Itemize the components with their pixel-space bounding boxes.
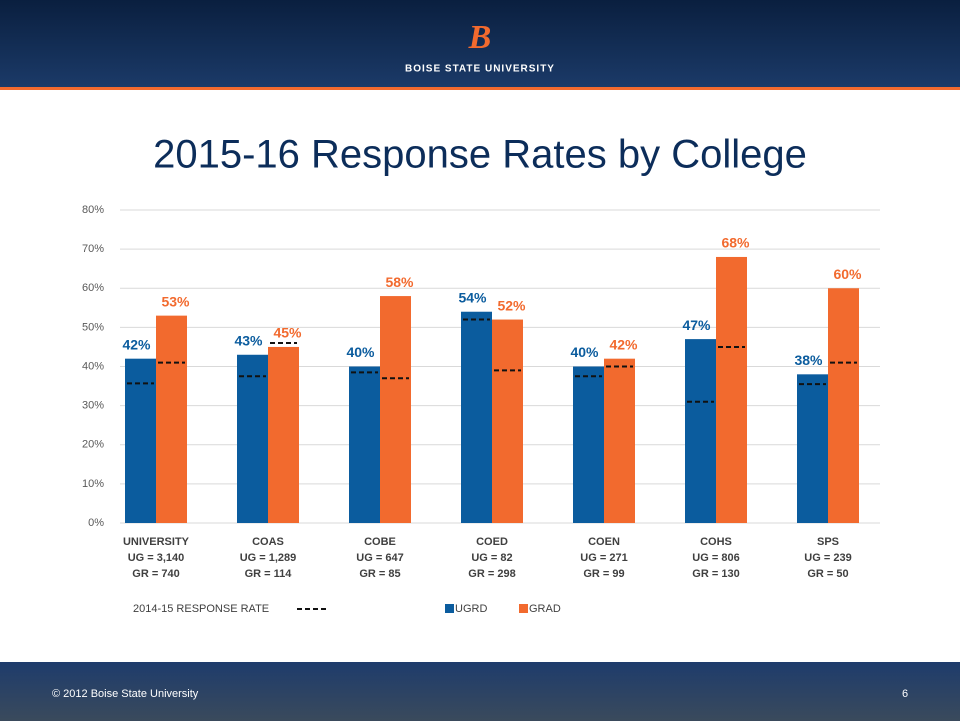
value-label: 54% xyxy=(458,289,487,305)
value-label: 43% xyxy=(234,332,263,348)
page-number: 6 xyxy=(902,688,908,700)
bar xyxy=(573,366,604,523)
x-tick-line: UG = 82 xyxy=(471,552,512,564)
y-tick-label: 50% xyxy=(82,321,104,333)
university-name: BOISE STATE UNIVERSITY xyxy=(405,64,555,75)
copyright: © 2012 Boise State University xyxy=(52,688,199,700)
value-label: 40% xyxy=(570,344,599,360)
value-label: 52% xyxy=(497,297,526,313)
x-tick-line: COEN xyxy=(588,536,620,548)
y-tick-label: 30% xyxy=(82,400,104,412)
y-tick-label: 0% xyxy=(88,517,104,529)
bar xyxy=(156,315,187,523)
legend-label: GRAD xyxy=(529,603,561,615)
chart-title: 2015-16 Response Rates by College xyxy=(153,133,807,177)
bar xyxy=(828,288,859,523)
x-tick-line: SPS xyxy=(817,536,839,548)
x-tick-line: UG = 239 xyxy=(804,552,851,564)
x-tick-line: GR = 740 xyxy=(132,568,179,580)
bar xyxy=(604,358,635,523)
value-label: 60% xyxy=(833,266,862,282)
x-tick-label: UNIVERSITY UG = 3,140 GR = 740 xyxy=(123,536,190,580)
logo: B xyxy=(468,19,492,56)
bar xyxy=(461,311,492,523)
plot: 0% 10% 20% 30% 40% 50% 60% 70% 80% UNIVERSITY UG =… xyxy=(82,204,880,615)
header-band xyxy=(0,0,960,87)
y-tick-label: 70% xyxy=(82,243,104,255)
x-tick-line: GR = 130 xyxy=(692,568,739,580)
x-tick-label: SPS UG = 239 GR = 50 xyxy=(804,536,851,580)
value-label: 38% xyxy=(794,352,823,368)
x-tick-label: COHS UG = 806 GR = 130 xyxy=(692,536,739,580)
bar xyxy=(268,346,299,523)
value-label: 58% xyxy=(385,274,414,290)
bar xyxy=(685,339,716,523)
bar xyxy=(237,354,268,523)
x-tick-line: GR = 85 xyxy=(359,568,400,580)
x-tick-line: UG = 1,289 xyxy=(240,552,297,564)
bar xyxy=(125,358,156,523)
x-tick-line: GR = 99 xyxy=(583,568,624,580)
legend-label: UGRD xyxy=(455,603,487,615)
value-label: 53% xyxy=(161,293,190,309)
y-tick-label: 40% xyxy=(82,360,104,372)
x-tick-label: COAS UG = 1,289 GR = 114 xyxy=(240,536,297,580)
x-tick-label: COBE UG = 647 GR = 85 xyxy=(356,536,403,580)
x-tick-line: GR = 50 xyxy=(807,568,848,580)
y-tick-label: 80% xyxy=(82,204,104,216)
x-tick-line: UG = 806 xyxy=(692,552,739,564)
legend-label: 2014-15 RESPONSE RATE xyxy=(133,603,269,615)
value-label: 45% xyxy=(273,325,302,341)
bar xyxy=(797,374,828,523)
x-tick-line: UG = 3,140 xyxy=(128,552,185,564)
value-label: 40% xyxy=(346,344,375,360)
x-tick-line: COAS xyxy=(252,536,284,548)
header-rule xyxy=(0,87,960,90)
value-label: 68% xyxy=(721,235,750,251)
x-tick-line: UG = 271 xyxy=(580,552,627,564)
x-tick-line: COBE xyxy=(364,536,396,548)
bar xyxy=(349,366,380,523)
legend-swatch xyxy=(519,604,528,613)
x-tick-label: COED UG = 82 GR = 298 xyxy=(468,536,515,580)
x-tick-line: COED xyxy=(476,536,508,548)
x-tick-line: UNIVERSITY xyxy=(123,536,190,548)
y-tick-label: 10% xyxy=(82,478,104,490)
x-tick-line: GR = 114 xyxy=(245,568,293,580)
y-tick-label: 20% xyxy=(82,439,104,451)
bar xyxy=(716,256,747,523)
value-label: 42% xyxy=(609,336,638,352)
footer-band xyxy=(0,662,960,721)
legend-swatch xyxy=(445,604,454,613)
x-tick-line: COHS xyxy=(700,536,732,548)
x-tick-line: GR = 298 xyxy=(468,568,515,580)
x-tick-line: UG = 647 xyxy=(356,552,403,564)
bar xyxy=(492,319,523,523)
value-label: 42% xyxy=(122,336,151,352)
x-tick-label: COEN UG = 271 GR = 99 xyxy=(580,536,627,580)
y-tick-label: 60% xyxy=(82,282,104,294)
value-label: 47% xyxy=(682,317,711,333)
bar xyxy=(380,296,411,523)
